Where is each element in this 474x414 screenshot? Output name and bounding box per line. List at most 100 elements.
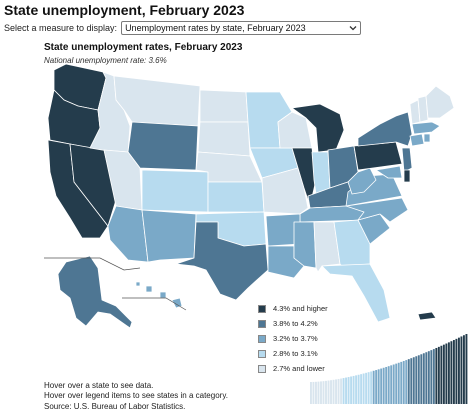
distribution-bar[interactable] bbox=[352, 375, 355, 404]
distribution-bar[interactable] bbox=[322, 381, 325, 404]
distribution-bar[interactable] bbox=[437, 346, 440, 404]
distribution-bar[interactable] bbox=[425, 352, 428, 404]
state-wyoming[interactable] bbox=[127, 121, 199, 171]
distribution-bar[interactable] bbox=[432, 349, 435, 404]
distribution-bar[interactable] bbox=[327, 380, 330, 404]
state-north-carolina[interactable] bbox=[345, 197, 409, 223]
distribution-bar[interactable] bbox=[420, 354, 423, 404]
distribution-bar[interactable] bbox=[387, 366, 390, 404]
state-utah[interactable] bbox=[103, 149, 143, 211]
distribution-bar[interactable] bbox=[412, 357, 415, 404]
distribution-bar[interactable] bbox=[402, 360, 405, 404]
state-rhode-island[interactable] bbox=[423, 133, 431, 143]
state-north-dakota[interactable] bbox=[199, 89, 249, 123]
state-new-jersey[interactable] bbox=[401, 147, 413, 173]
distribution-bar[interactable] bbox=[377, 369, 380, 404]
state-mississippi[interactable] bbox=[293, 221, 317, 269]
distribution-bar[interactable] bbox=[442, 344, 445, 404]
distribution-bar[interactable] bbox=[315, 381, 317, 404]
distribution-bar[interactable] bbox=[362, 373, 365, 404]
legend-item-3-2-to-3-7[interactable]: 3.2% to 3.7% bbox=[258, 331, 328, 346]
distribution-bar[interactable] bbox=[355, 375, 358, 404]
state-kansas[interactable] bbox=[207, 181, 265, 213]
distribution-bar[interactable] bbox=[427, 351, 430, 404]
territory-puerto-rico[interactable] bbox=[417, 311, 437, 321]
state-maryland[interactable] bbox=[375, 165, 403, 179]
legend-item-2-7-and-lower[interactable]: 2.7% and lower bbox=[258, 361, 328, 376]
map-title: State unemployment rates, February 2023 bbox=[44, 42, 243, 53]
distribution-bar[interactable] bbox=[417, 355, 420, 404]
distribution-bar[interactable] bbox=[375, 370, 378, 404]
distribution-bar[interactable] bbox=[440, 345, 443, 404]
state-west-virginia[interactable] bbox=[347, 167, 377, 195]
state-delaware[interactable] bbox=[403, 169, 411, 183]
distribution-bar[interactable] bbox=[390, 365, 393, 404]
distribution-bar[interactable] bbox=[430, 350, 433, 404]
legend-item-4-3-and-higher[interactable]: 4.3% and higher bbox=[258, 301, 328, 316]
distribution-bar[interactable] bbox=[397, 362, 400, 404]
distribution-bar[interactable] bbox=[342, 378, 345, 404]
distribution-bar[interactable] bbox=[400, 361, 403, 404]
distribution-bar[interactable] bbox=[365, 372, 368, 404]
state-arizona[interactable] bbox=[107, 205, 149, 263]
state-new-york[interactable] bbox=[357, 111, 413, 147]
distribution-bar[interactable] bbox=[345, 377, 348, 404]
distribution-bar[interactable] bbox=[422, 353, 425, 404]
state-hawaii-island[interactable] bbox=[171, 297, 183, 309]
state-hawaii-kauai[interactable] bbox=[135, 281, 141, 287]
state-maine[interactable] bbox=[425, 85, 455, 119]
distribution-bar[interactable] bbox=[435, 347, 438, 404]
distribution-bar[interactable] bbox=[452, 340, 455, 404]
distribution-bar[interactable] bbox=[407, 359, 410, 404]
distribution-bar[interactable] bbox=[460, 336, 463, 404]
distribution-bar[interactable] bbox=[360, 374, 363, 404]
state-south-dakota[interactable] bbox=[197, 121, 251, 157]
legend-item-3-8-to-4-2[interactable]: 3.8% to 4.2% bbox=[258, 316, 328, 331]
state-hawaii-oahu[interactable] bbox=[145, 285, 153, 293]
distribution-bar[interactable] bbox=[332, 379, 335, 404]
state-hawaii-maui[interactable] bbox=[159, 291, 167, 299]
distribution-bar[interactable] bbox=[405, 360, 408, 404]
distribution-bar[interactable] bbox=[415, 356, 418, 404]
distribution-bar[interactable] bbox=[357, 374, 360, 404]
distribution-bar[interactable] bbox=[450, 341, 453, 404]
distribution-bar[interactable] bbox=[372, 370, 375, 404]
state-massachusetts[interactable] bbox=[411, 121, 441, 135]
distribution-bar[interactable] bbox=[317, 381, 320, 404]
distribution-bar[interactable] bbox=[312, 381, 315, 404]
distribution-bar[interactable] bbox=[367, 372, 370, 404]
state-colorado[interactable] bbox=[141, 169, 209, 213]
distribution-bar[interactable] bbox=[392, 364, 395, 405]
distribution-bar[interactable] bbox=[445, 343, 448, 404]
state-connecticut[interactable] bbox=[409, 133, 425, 147]
distribution-bar[interactable] bbox=[310, 382, 312, 404]
distribution-bar[interactable] bbox=[465, 334, 468, 404]
distribution-bar[interactable] bbox=[380, 368, 383, 404]
legend-item-2-8-to-3-1[interactable]: 2.8% to 3.1% bbox=[258, 346, 328, 361]
distribution-bar[interactable] bbox=[330, 380, 332, 404]
state-indiana[interactable] bbox=[311, 151, 331, 195]
distribution-bar[interactable] bbox=[337, 378, 340, 404]
distribution-bar[interactable] bbox=[385, 366, 388, 404]
distribution-bar[interactable] bbox=[395, 363, 398, 404]
state-new-hampshire[interactable] bbox=[417, 95, 429, 123]
distribution-bar[interactable] bbox=[350, 376, 353, 405]
distribution-bar[interactable] bbox=[457, 337, 460, 404]
state-texas[interactable] bbox=[175, 221, 269, 301]
distribution-bar[interactable] bbox=[462, 335, 465, 404]
distribution-bar[interactable] bbox=[447, 342, 450, 404]
distribution-bar[interactable] bbox=[335, 379, 337, 404]
distribution-bar[interactable] bbox=[382, 367, 385, 404]
state-alaska[interactable] bbox=[57, 255, 133, 329]
state-pennsylvania[interactable] bbox=[353, 141, 403, 171]
state-new-mexico[interactable] bbox=[141, 209, 197, 263]
distribution-bar[interactable] bbox=[370, 371, 373, 404]
distribution-bar[interactable] bbox=[325, 380, 327, 404]
distribution-bar[interactable] bbox=[340, 378, 343, 404]
measure-select[interactable]: Unemployment rates by state, February 20… bbox=[121, 21, 362, 35]
distribution-bar[interactable] bbox=[347, 377, 350, 404]
state-florida[interactable] bbox=[321, 263, 391, 323]
distribution-bar[interactable] bbox=[410, 358, 413, 404]
distribution-bar[interactable] bbox=[455, 338, 458, 404]
distribution-bar[interactable] bbox=[320, 381, 322, 404]
